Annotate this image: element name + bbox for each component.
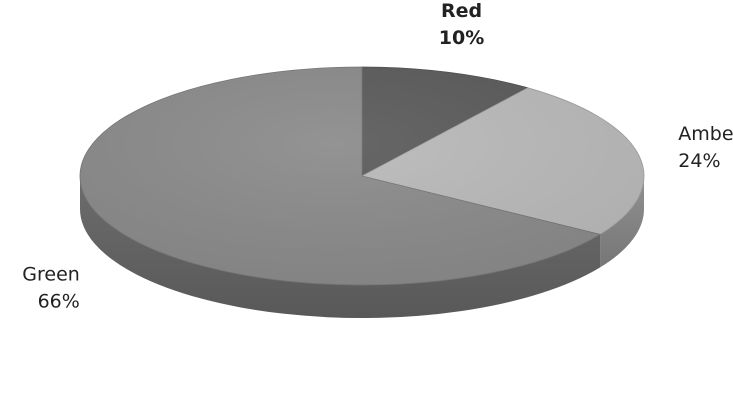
pie-label-amber: Amber	[678, 123, 733, 145]
pie-top-faces	[79, 66, 645, 286]
pie-value-label-amber: 24%	[678, 150, 720, 172]
pie-wall-shade-amber	[600, 176, 644, 268]
pie-value-label-green: 66%	[38, 291, 80, 313]
pie-labels: Red 10% Amber 24% Green 66%	[22, 0, 733, 313]
pie-side-walls	[80, 176, 644, 318]
pie-top-shine	[80, 67, 644, 285]
pie-label-red: Red	[441, 0, 482, 22]
pie-value-label-red: 10%	[439, 27, 484, 49]
pie-wall-shade-green	[80, 176, 601, 318]
pie-label-green: Green	[22, 264, 80, 286]
